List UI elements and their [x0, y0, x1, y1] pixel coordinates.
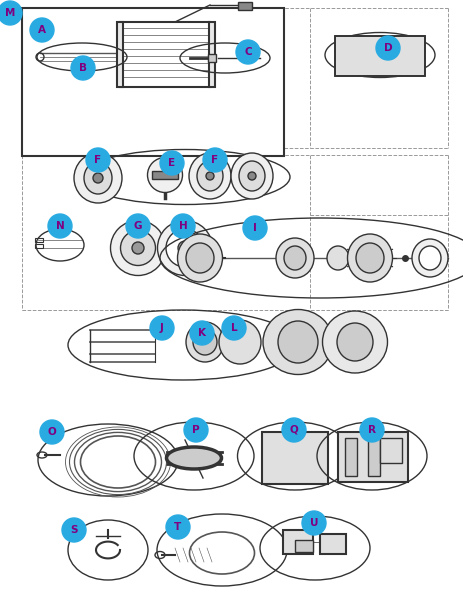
Text: B: B — [79, 63, 87, 73]
Text: K: K — [198, 328, 206, 338]
Circle shape — [236, 40, 259, 64]
Ellipse shape — [275, 238, 313, 278]
Ellipse shape — [193, 329, 217, 355]
Circle shape — [160, 151, 184, 175]
Circle shape — [221, 316, 245, 340]
Circle shape — [359, 418, 383, 442]
Ellipse shape — [283, 246, 305, 270]
Ellipse shape — [74, 153, 122, 203]
Circle shape — [301, 511, 325, 535]
Ellipse shape — [188, 153, 231, 199]
Ellipse shape — [166, 447, 221, 469]
Ellipse shape — [186, 322, 224, 362]
Ellipse shape — [231, 153, 272, 199]
Bar — [35, 244, 43, 248]
Circle shape — [243, 216, 266, 240]
Text: F: F — [94, 155, 101, 165]
Bar — [379, 438, 401, 463]
Circle shape — [184, 418, 207, 442]
Circle shape — [48, 214, 72, 238]
Bar — [282, 530, 313, 554]
Ellipse shape — [336, 323, 372, 361]
Circle shape — [375, 36, 399, 60]
Bar — [238, 2, 251, 10]
Text: G: G — [133, 221, 142, 231]
Bar — [35, 238, 43, 242]
Bar — [117, 22, 123, 87]
Text: M: M — [5, 8, 15, 18]
Text: F: F — [211, 155, 218, 165]
Text: O: O — [48, 427, 56, 437]
Text: E: E — [168, 158, 175, 168]
Bar — [22, 8, 283, 156]
Ellipse shape — [277, 321, 317, 363]
Ellipse shape — [177, 234, 222, 282]
Circle shape — [30, 18, 54, 42]
Ellipse shape — [84, 162, 112, 194]
Text: H: H — [178, 221, 187, 231]
Ellipse shape — [166, 229, 204, 267]
Ellipse shape — [110, 220, 165, 276]
Text: L: L — [230, 323, 237, 333]
Ellipse shape — [418, 246, 440, 270]
Ellipse shape — [238, 161, 264, 191]
Circle shape — [166, 515, 189, 539]
Ellipse shape — [197, 161, 223, 191]
Ellipse shape — [206, 172, 213, 180]
Bar — [334, 36, 424, 76]
Bar — [208, 22, 214, 87]
Bar — [294, 540, 313, 552]
Text: D: D — [383, 43, 392, 53]
Text: R: R — [367, 425, 375, 435]
Ellipse shape — [347, 234, 392, 282]
Ellipse shape — [131, 242, 144, 254]
Circle shape — [71, 56, 95, 80]
Bar — [207, 54, 216, 62]
Text: P: P — [192, 425, 200, 435]
Circle shape — [150, 316, 174, 340]
Ellipse shape — [263, 309, 332, 375]
Ellipse shape — [411, 239, 447, 277]
Bar — [334, 36, 424, 76]
Text: Q: Q — [289, 425, 298, 435]
Text: T: T — [174, 522, 181, 532]
Circle shape — [40, 420, 64, 444]
Bar — [337, 432, 407, 482]
Bar — [152, 171, 178, 179]
Circle shape — [86, 148, 110, 172]
Ellipse shape — [322, 311, 387, 373]
Bar — [319, 534, 345, 554]
Circle shape — [171, 214, 194, 238]
Text: U: U — [309, 518, 318, 528]
Bar — [120, 22, 210, 87]
Bar — [344, 438, 356, 476]
Ellipse shape — [247, 172, 256, 180]
Circle shape — [203, 148, 226, 172]
Text: I: I — [252, 223, 257, 233]
Circle shape — [282, 418, 305, 442]
Ellipse shape — [157, 220, 212, 276]
Ellipse shape — [186, 243, 213, 273]
Ellipse shape — [147, 158, 182, 193]
Text: A: A — [38, 25, 46, 35]
Ellipse shape — [326, 246, 348, 270]
Bar — [262, 432, 327, 484]
Ellipse shape — [219, 320, 260, 364]
Circle shape — [189, 321, 213, 345]
Ellipse shape — [178, 241, 192, 255]
Text: C: C — [244, 47, 251, 57]
Circle shape — [126, 214, 150, 238]
Text: S: S — [70, 525, 78, 535]
Bar — [367, 438, 379, 476]
Ellipse shape — [93, 173, 103, 183]
Ellipse shape — [120, 230, 155, 265]
Circle shape — [62, 518, 86, 542]
Text: J: J — [160, 323, 163, 333]
Circle shape — [0, 1, 22, 25]
Text: N: N — [56, 221, 64, 231]
Ellipse shape — [355, 243, 383, 273]
